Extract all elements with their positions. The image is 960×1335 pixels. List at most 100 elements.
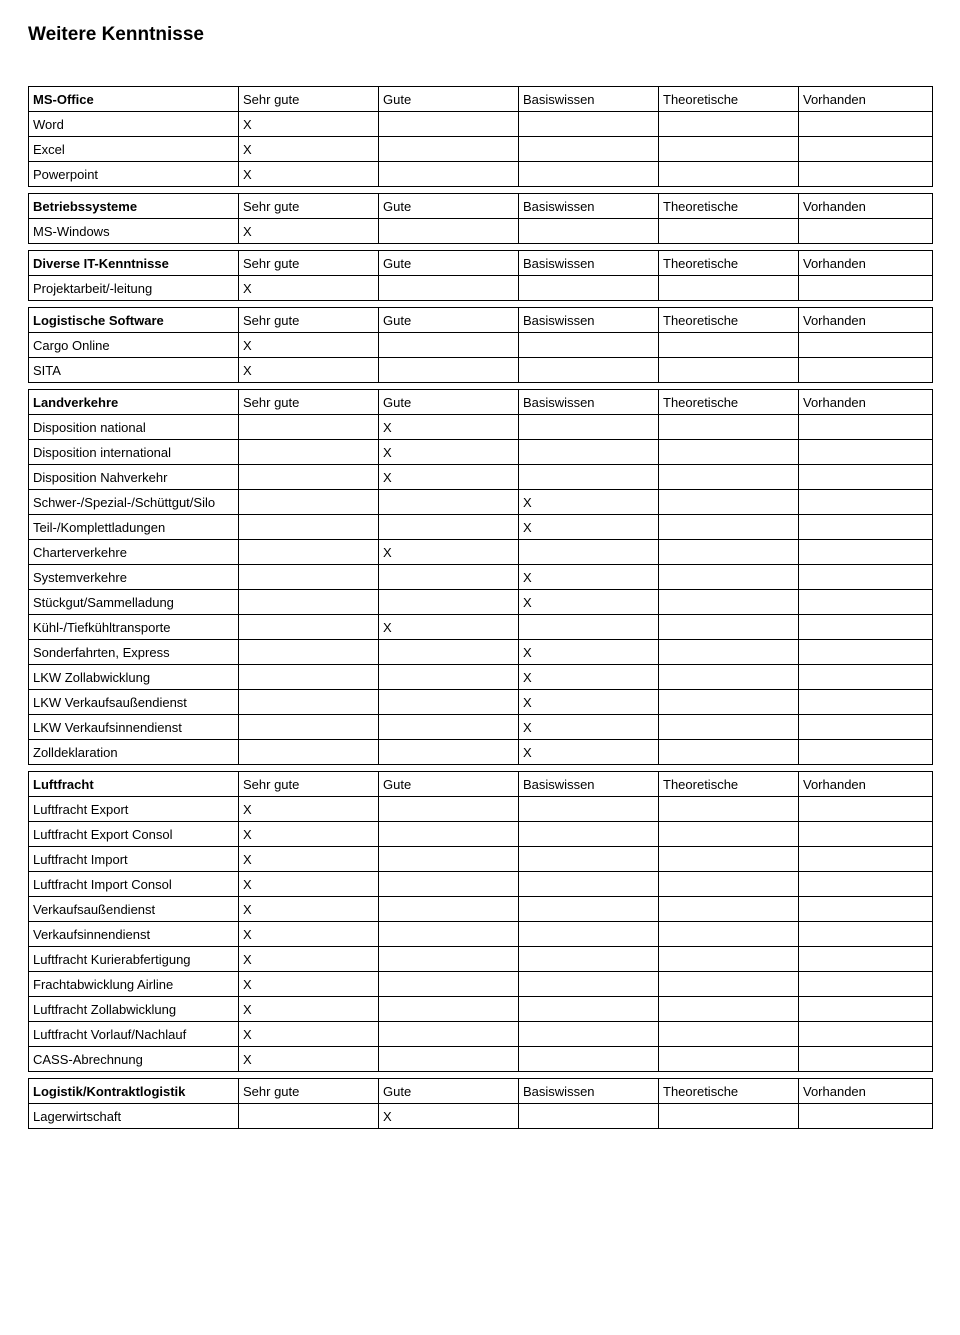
row-label: Disposition national (29, 415, 239, 440)
rating-header: Gute (379, 772, 519, 797)
rating-cell (519, 358, 659, 383)
rating-cell: X (379, 1104, 519, 1129)
table-row: VerkaufsaußendienstX (29, 897, 933, 922)
rating-cell (659, 872, 799, 897)
rating-cell: X (519, 590, 659, 615)
rating-cell (799, 665, 933, 690)
rating-header: Theoretische (659, 772, 799, 797)
rating-cell (379, 690, 519, 715)
rating-cell (659, 972, 799, 997)
rating-cell (379, 872, 519, 897)
table-row: CASS-AbrechnungX (29, 1047, 933, 1072)
rating-cell (659, 515, 799, 540)
rating-cell (379, 219, 519, 244)
rating-cell (519, 333, 659, 358)
rating-cell (379, 665, 519, 690)
rating-header: Gute (379, 194, 519, 219)
rating-header: Basiswissen (519, 1079, 659, 1104)
rating-cell (379, 947, 519, 972)
row-label: Zolldeklaration (29, 740, 239, 765)
row-label: Luftfracht Import Consol (29, 872, 239, 897)
rating-cell (519, 137, 659, 162)
row-label: Systemverkehre (29, 565, 239, 590)
row-label: Powerpoint (29, 162, 239, 187)
spacer-row (29, 765, 933, 772)
row-label: Verkaufsinnendienst (29, 922, 239, 947)
rating-cell (379, 922, 519, 947)
table-row: Sonderfahrten, ExpressX (29, 640, 933, 665)
rating-cell: X (239, 922, 379, 947)
rating-cell (659, 565, 799, 590)
rating-cell: X (239, 847, 379, 872)
rating-cell (239, 640, 379, 665)
rating-cell (519, 440, 659, 465)
rating-cell (379, 162, 519, 187)
row-label: Kühl-/Tiefkühltransporte (29, 615, 239, 640)
rating-cell (799, 822, 933, 847)
rating-cell: X (239, 219, 379, 244)
rating-cell (239, 540, 379, 565)
rating-cell: X (239, 797, 379, 822)
row-label: Luftfracht Import (29, 847, 239, 872)
rating-cell (379, 490, 519, 515)
table-row: PowerpointX (29, 162, 933, 187)
rating-cell (799, 440, 933, 465)
rating-cell (659, 465, 799, 490)
section-header-row: LandverkehreSehr guteGuteBasiswissenTheo… (29, 390, 933, 415)
rating-cell (519, 822, 659, 847)
table-row: Systemverkehre X (29, 565, 933, 590)
rating-header: Basiswissen (519, 251, 659, 276)
rating-cell: X (519, 665, 659, 690)
rating-cell: X (519, 565, 659, 590)
rating-header: Basiswissen (519, 194, 659, 219)
rating-cell (379, 333, 519, 358)
rating-cell: X (239, 972, 379, 997)
rating-cell (659, 947, 799, 972)
row-label: Verkaufsaußendienst (29, 897, 239, 922)
rating-cell: X (239, 1022, 379, 1047)
table-row: Kühl-/TiefkühltransporteX (29, 615, 933, 640)
table-row: Luftfracht Export ConsolX (29, 822, 933, 847)
rating-cell (239, 715, 379, 740)
rating-cell (379, 715, 519, 740)
row-label: Frachtabwicklung Airline (29, 972, 239, 997)
section-header: MS-Office (29, 87, 239, 112)
spacer-row (29, 187, 933, 194)
row-label: Lagerwirtschaft (29, 1104, 239, 1129)
rating-header: Vorhanden (799, 251, 933, 276)
rating-cell (239, 515, 379, 540)
rating-cell: X (239, 276, 379, 301)
rating-cell (379, 590, 519, 615)
rating-cell (659, 276, 799, 301)
row-label: LKW Verkaufsaußendienst (29, 690, 239, 715)
rating-cell (379, 822, 519, 847)
rating-cell (659, 847, 799, 872)
rating-cell (799, 137, 933, 162)
row-label: SITA (29, 358, 239, 383)
row-label: Charterverkehre (29, 540, 239, 565)
rating-cell (379, 640, 519, 665)
row-label: Cargo Online (29, 333, 239, 358)
rating-cell (659, 333, 799, 358)
row-label: Luftfracht Export Consol (29, 822, 239, 847)
rating-cell (239, 1104, 379, 1129)
rating-cell: X (239, 137, 379, 162)
rating-header: Gute (379, 251, 519, 276)
table-row: SITAX (29, 358, 933, 383)
row-label: Projektarbeit/-leitung (29, 276, 239, 301)
rating-cell: X (379, 415, 519, 440)
rating-cell (379, 897, 519, 922)
row-label: Schwer-/Spezial-/Schüttgut/Silo (29, 490, 239, 515)
table-row: Luftfracht KurierabfertigungX (29, 947, 933, 972)
rating-cell (659, 490, 799, 515)
rating-cell: X (519, 515, 659, 540)
table-row: Schwer-/Spezial-/Schüttgut/SiloX (29, 490, 933, 515)
rating-cell (239, 665, 379, 690)
rating-cell: X (239, 112, 379, 137)
rating-cell (659, 690, 799, 715)
section-header-row: Diverse IT-KenntnisseSehr guteGuteBasisw… (29, 251, 933, 276)
rating-cell (799, 897, 933, 922)
rating-cell (799, 715, 933, 740)
rating-cell (659, 1104, 799, 1129)
rating-cell (519, 897, 659, 922)
